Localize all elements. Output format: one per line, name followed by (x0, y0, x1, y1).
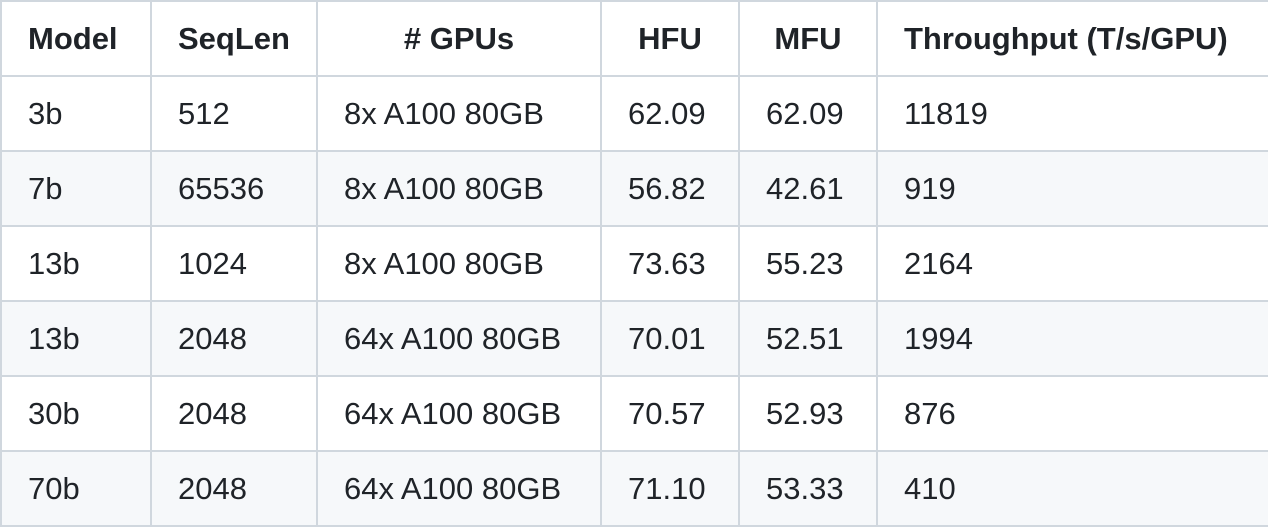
cell-model: 13b (0, 225, 152, 302)
cell-hfu: 56.82 (600, 150, 740, 227)
cell-throughput: 919 (876, 150, 1268, 227)
header-model: Model (0, 0, 152, 77)
header-gpus: # GPUs (316, 0, 602, 77)
cell-model: 3b (0, 75, 152, 152)
cell-seqlen: 65536 (150, 150, 318, 227)
cell-hfu: 73.63 (600, 225, 740, 302)
cell-hfu: 70.01 (600, 300, 740, 377)
cell-gpus: 64x A100 80GB (316, 300, 602, 377)
cell-throughput: 1994 (876, 300, 1268, 377)
cell-mfu: 52.51 (738, 300, 878, 377)
cell-throughput: 11819 (876, 75, 1268, 152)
cell-throughput: 2164 (876, 225, 1268, 302)
cell-seqlen: 1024 (150, 225, 318, 302)
cell-throughput: 410 (876, 450, 1268, 527)
cell-gpus: 64x A100 80GB (316, 450, 602, 527)
table-row: 3b 512 8x A100 80GB 62.09 62.09 11819 (0, 75, 1268, 152)
cell-mfu: 53.33 (738, 450, 878, 527)
cell-model: 30b (0, 375, 152, 452)
table-row: 70b 2048 64x A100 80GB 71.10 53.33 410 (0, 450, 1268, 527)
table-header: Model SeqLen # GPUs HFU MFU Throughput (… (0, 0, 1268, 77)
table-body: 3b 512 8x A100 80GB 62.09 62.09 11819 7b… (0, 75, 1268, 527)
cell-seqlen: 2048 (150, 450, 318, 527)
cell-model: 70b (0, 450, 152, 527)
table-row: 13b 1024 8x A100 80GB 73.63 55.23 2164 (0, 225, 1268, 302)
cell-seqlen: 2048 (150, 375, 318, 452)
cell-mfu: 55.23 (738, 225, 878, 302)
cell-gpus: 8x A100 80GB (316, 225, 602, 302)
cell-model: 7b (0, 150, 152, 227)
cell-hfu: 70.57 (600, 375, 740, 452)
cell-seqlen: 512 (150, 75, 318, 152)
cell-gpus: 8x A100 80GB (316, 75, 602, 152)
header-mfu: MFU (738, 0, 878, 77)
cell-mfu: 52.93 (738, 375, 878, 452)
header-hfu: HFU (600, 0, 740, 77)
cell-model: 13b (0, 300, 152, 377)
table-row: 7b 65536 8x A100 80GB 56.82 42.61 919 (0, 150, 1268, 227)
table-row: 30b 2048 64x A100 80GB 70.57 52.93 876 (0, 375, 1268, 452)
cell-throughput: 876 (876, 375, 1268, 452)
header-throughput: Throughput (T/s/GPU) (876, 0, 1268, 77)
header-seqlen: SeqLen (150, 0, 318, 77)
cell-seqlen: 2048 (150, 300, 318, 377)
cell-hfu: 71.10 (600, 450, 740, 527)
cell-mfu: 62.09 (738, 75, 878, 152)
table-row: 13b 2048 64x A100 80GB 70.01 52.51 1994 (0, 300, 1268, 377)
cell-hfu: 62.09 (600, 75, 740, 152)
cell-gpus: 8x A100 80GB (316, 150, 602, 227)
cell-mfu: 42.61 (738, 150, 878, 227)
header-row: Model SeqLen # GPUs HFU MFU Throughput (… (0, 0, 1268, 77)
cell-gpus: 64x A100 80GB (316, 375, 602, 452)
